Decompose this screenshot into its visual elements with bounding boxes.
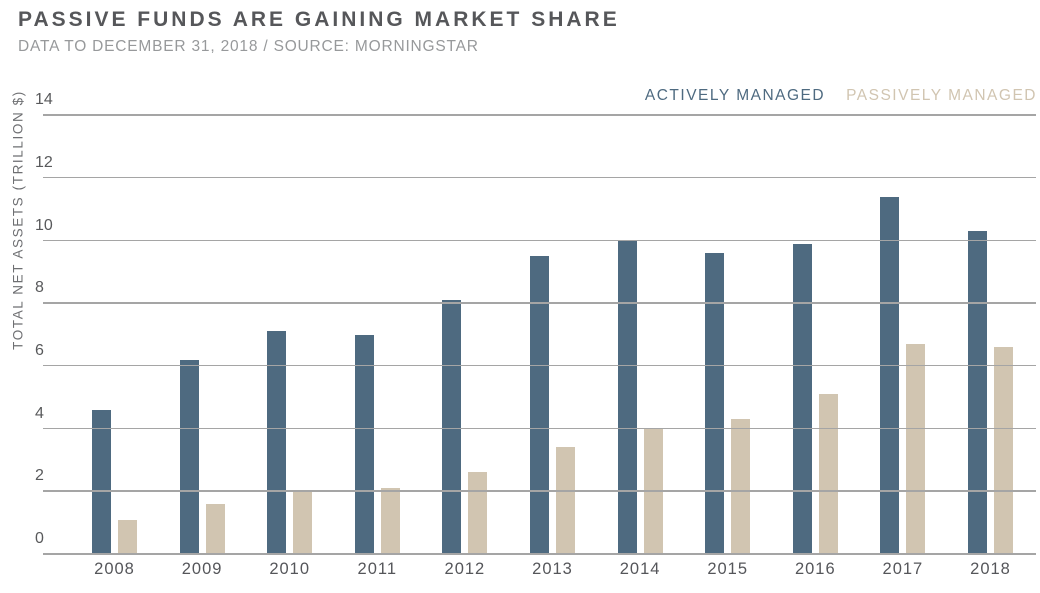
legend-item-passively-managed: PASSIVELY MANAGED [846,87,1037,104]
bar-active-2017 [880,196,900,554]
x-tick-label-2009: 2009 [181,560,223,578]
y-tick-label-2: 2 [35,467,44,485]
gridline-4 [43,427,1036,430]
bar-passive-2017 [906,343,926,554]
gridline-6 [43,364,1036,367]
y-tick-label-8: 8 [35,279,44,297]
x-tick-label-2017: 2017 [882,560,924,578]
bar-passive-2016 [818,394,838,554]
bar-passive-2012 [468,472,488,554]
y-tick-label-14: 14 [35,91,53,109]
bar-passive-2015 [731,419,751,554]
bar-passive-2009 [205,503,225,554]
bar-active-2013 [530,256,549,554]
gridline-12 [43,176,1036,179]
bar-active-2011 [354,334,374,554]
y-tick-label-6: 6 [35,341,44,359]
legend: ACTIVELY MANAGED PASSIVELY MANAGED [645,87,1037,105]
gridline-8 [43,302,1036,304]
gridline-10 [43,239,1036,241]
gridline-0 [43,553,1036,555]
bar-active-2008 [92,409,111,554]
x-tick-label-2014: 2014 [619,560,661,578]
chart-subtitle: DATA TO DECEMBER 31, 2018 / SOURCE: MORN… [18,38,479,55]
x-tick-label-2018: 2018 [970,560,1011,578]
x-tick-label-2013: 2013 [532,560,573,578]
bar-passive-2010 [293,491,313,554]
bar-active-2009 [179,359,199,554]
bar-active-2010 [267,331,287,554]
bar-passive-2013 [556,447,575,554]
chart-title: PASSIVE FUNDS ARE GAINING MARKET SHARE [18,8,620,31]
x-tick-label-2015: 2015 [707,560,749,578]
bar-active-2016 [792,243,812,554]
x-tick-label-2008: 2008 [94,560,135,578]
bar-passive-2018 [994,347,1013,554]
x-tick-label-2010: 2010 [269,560,311,578]
gridline-14 [43,114,1036,116]
legend-item-actively-managed: ACTIVELY MANAGED [644,87,826,104]
bar-active-2015 [705,253,725,554]
x-tick-label-2011: 2011 [357,560,398,578]
gridline-2 [43,490,1036,492]
bar-active-2018 [968,231,987,554]
bar-passive-2011 [380,488,400,554]
bar-active-2014 [617,240,637,554]
y-tick-label-10: 10 [35,216,53,234]
y-tick-label-4: 4 [35,404,44,422]
x-tick-label-2012: 2012 [444,560,486,578]
bar-passive-2008 [118,519,137,554]
x-tick-label-2016: 2016 [794,560,836,578]
y-tick-label-0: 0 [35,530,44,547]
y-tick-label-12: 12 [35,153,53,171]
